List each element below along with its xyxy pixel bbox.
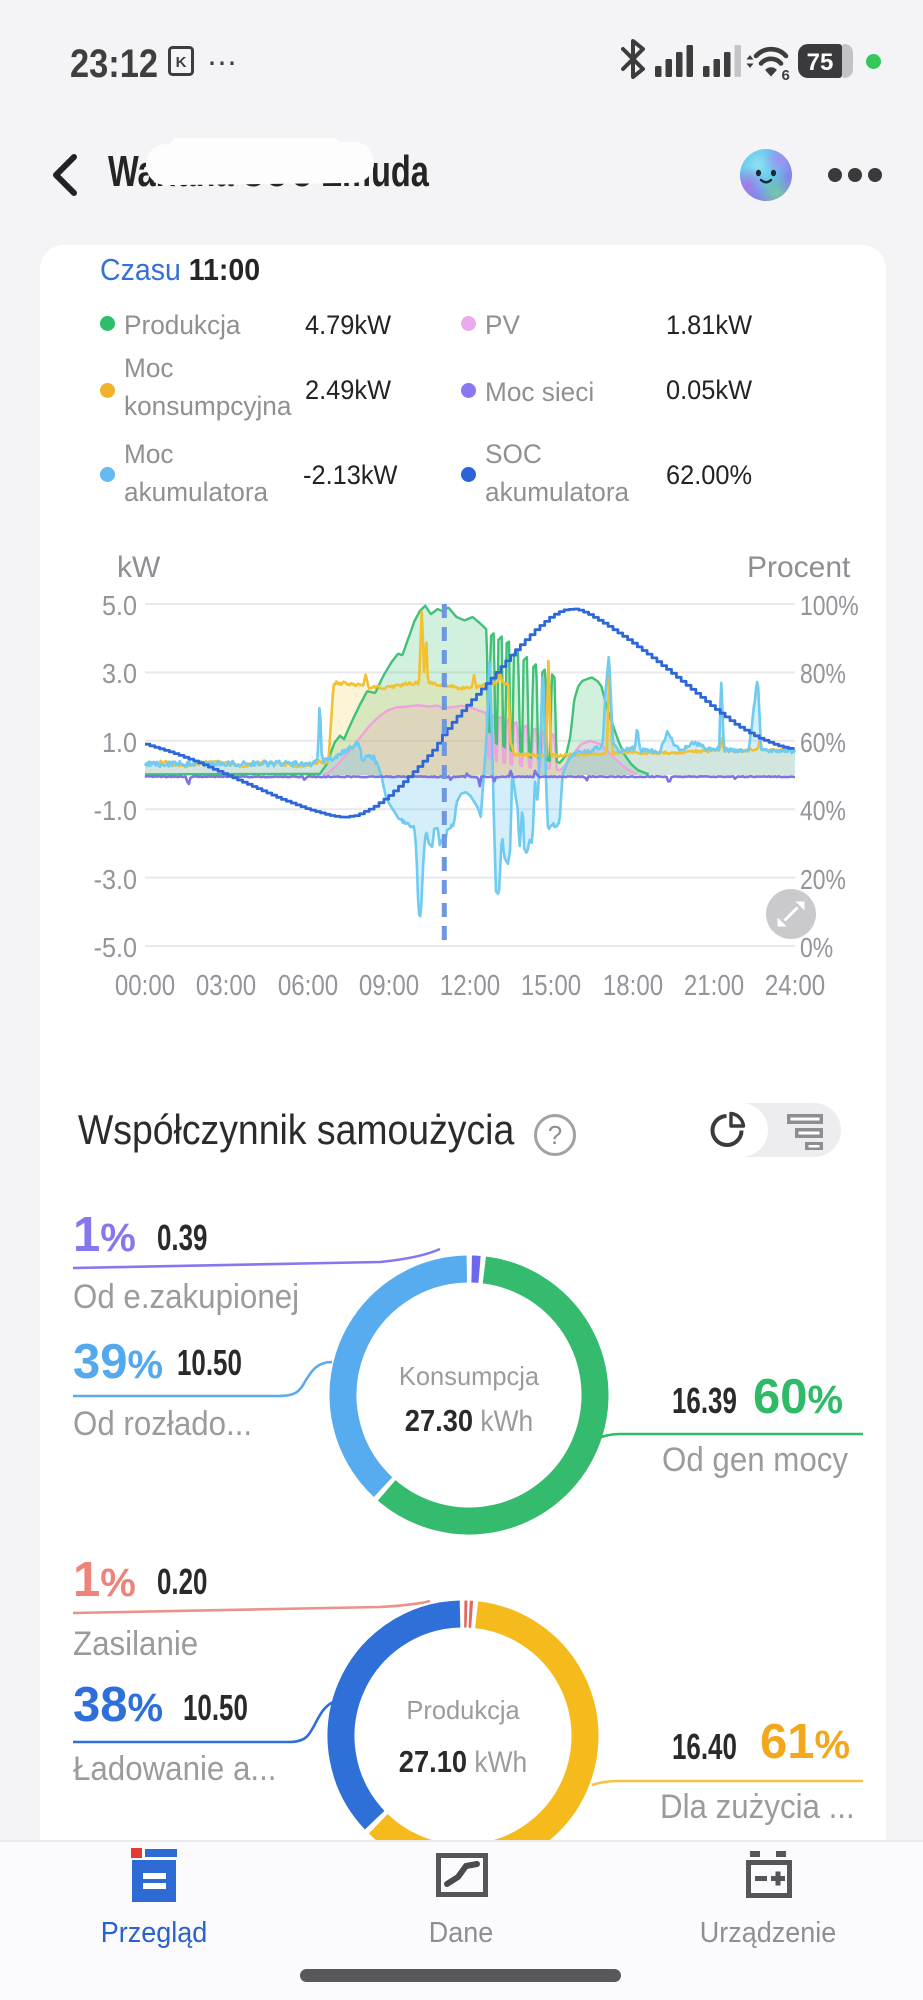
svg-text:?: ?	[548, 1120, 562, 1150]
svg-text:6: 6	[782, 67, 790, 82]
svg-text:K: K	[176, 54, 187, 71]
